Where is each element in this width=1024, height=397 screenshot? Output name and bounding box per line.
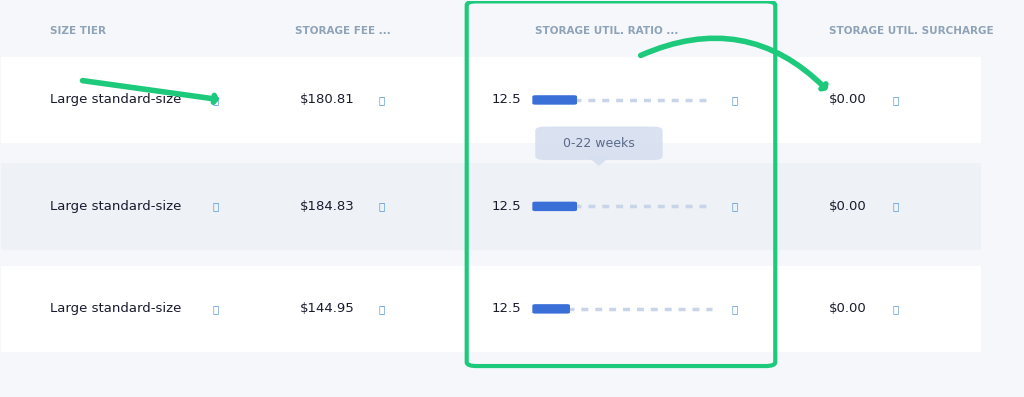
Text: 0-22 weeks: 0-22 weeks xyxy=(563,137,635,150)
Text: ⓘ: ⓘ xyxy=(379,201,385,211)
Text: Large standard-size: Large standard-size xyxy=(50,200,181,213)
Polygon shape xyxy=(587,156,610,166)
Text: ⓘ: ⓘ xyxy=(731,95,737,105)
Text: ⓘ: ⓘ xyxy=(893,95,899,105)
Text: ⓘ: ⓘ xyxy=(379,304,385,314)
Text: ⓘ: ⓘ xyxy=(379,95,385,105)
Text: Large standard-size: Large standard-size xyxy=(50,303,181,315)
Text: ⓘ: ⓘ xyxy=(893,304,899,314)
Text: $0.00: $0.00 xyxy=(829,93,867,106)
Text: ⓘ: ⓘ xyxy=(212,201,218,211)
Text: $180.81: $180.81 xyxy=(300,93,355,106)
Text: $144.95: $144.95 xyxy=(300,303,355,315)
Text: $0.00: $0.00 xyxy=(829,200,867,213)
FancyBboxPatch shape xyxy=(536,127,663,160)
Text: Large standard-size: Large standard-size xyxy=(50,93,181,106)
Text: ⓘ: ⓘ xyxy=(893,201,899,211)
Text: STORAGE FEE ...: STORAGE FEE ... xyxy=(295,26,391,36)
Text: 12.5: 12.5 xyxy=(492,93,521,106)
Text: 12.5: 12.5 xyxy=(492,303,521,315)
Text: ⓘ: ⓘ xyxy=(212,95,218,105)
FancyBboxPatch shape xyxy=(532,304,570,314)
Text: STORAGE UTIL. RATIO ...: STORAGE UTIL. RATIO ... xyxy=(536,26,679,36)
Text: 12.5: 12.5 xyxy=(492,200,521,213)
FancyBboxPatch shape xyxy=(532,202,577,211)
Text: ⓘ: ⓘ xyxy=(731,201,737,211)
FancyBboxPatch shape xyxy=(532,95,577,105)
Text: ⓘ: ⓘ xyxy=(731,304,737,314)
Text: $184.83: $184.83 xyxy=(300,200,355,213)
Text: ⓘ: ⓘ xyxy=(212,304,218,314)
FancyBboxPatch shape xyxy=(1,266,981,352)
FancyBboxPatch shape xyxy=(1,57,981,143)
Text: SIZE TIER: SIZE TIER xyxy=(50,26,106,36)
FancyBboxPatch shape xyxy=(1,163,981,250)
Text: $0.00: $0.00 xyxy=(829,303,867,315)
Text: STORAGE UTIL. SURCHARGE: STORAGE UTIL. SURCHARGE xyxy=(829,26,993,36)
